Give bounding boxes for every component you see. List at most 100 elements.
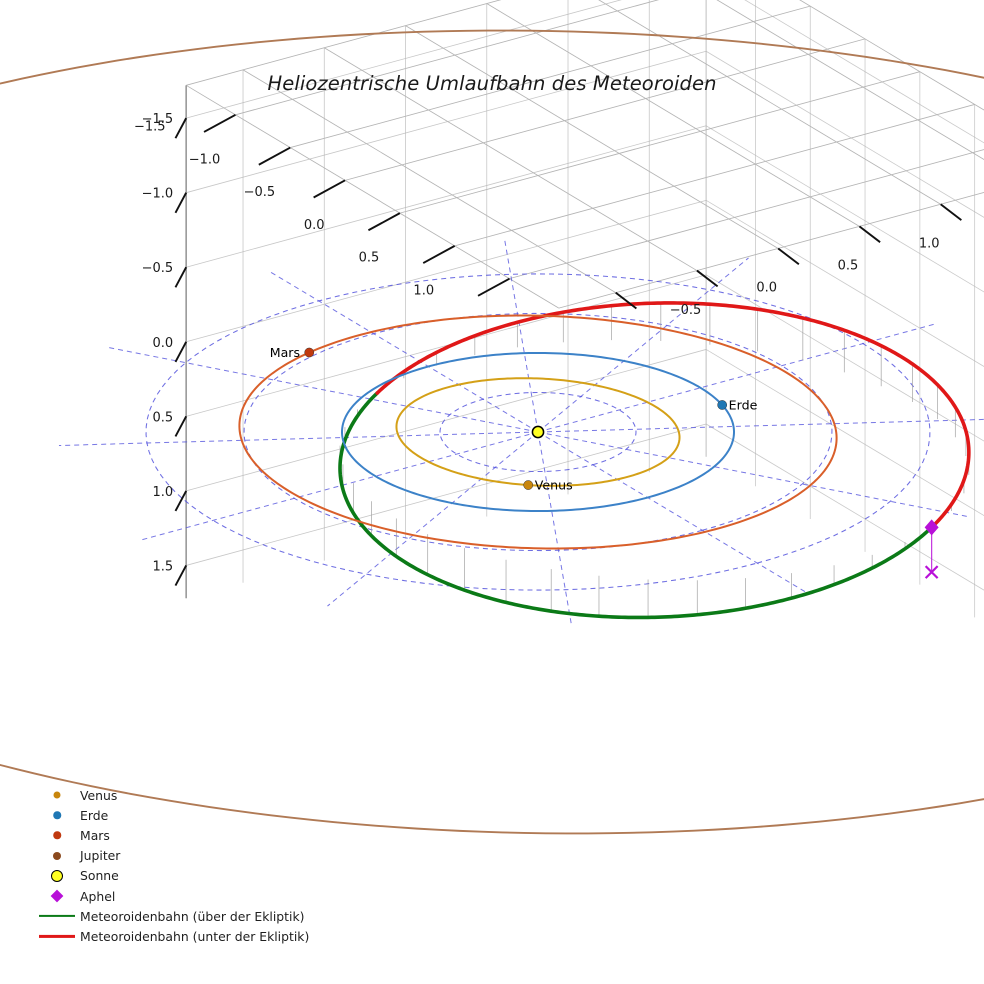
x-tick-label: 1.0: [413, 283, 434, 298]
z-tick-label: 0.5: [152, 410, 173, 425]
polar-spoke: [537, 257, 749, 433]
legend-item[interactable]: Jupiter: [34, 846, 309, 866]
x-tick-label: −0.5: [244, 185, 276, 200]
legend-dot-icon: [51, 869, 63, 882]
legend-label: Meteoroidenbahn (unter der Ekliptik): [80, 928, 310, 944]
z-tick-label: −1.5: [142, 112, 174, 127]
polar-grid: [58, 238, 984, 626]
orbit-curves: [0, 29, 984, 835]
y-tick-label: 0.5: [838, 259, 859, 274]
legend-item[interactable]: Venus: [34, 785, 309, 805]
z-tick: [174, 192, 187, 214]
legend-label: Erde: [80, 807, 109, 823]
planet-label-mars: Mars: [270, 345, 300, 360]
x-tick: [203, 113, 236, 133]
legend-item[interactable]: Sonne: [34, 866, 309, 886]
polar-spoke: [139, 431, 539, 541]
aphel-x-marker[interactable]: [924, 565, 939, 579]
aphel-diamond-marker[interactable]: [924, 519, 939, 536]
polar-spoke: [269, 271, 539, 433]
z-tick-label: −1.0: [142, 187, 174, 202]
grid-line: [705, 423, 984, 591]
grid-line: [454, 104, 975, 247]
legend-dot-icon: [53, 811, 61, 820]
legend-item[interactable]: Mars: [34, 825, 309, 845]
y-tick: [858, 225, 881, 243]
polar-spoke: [58, 431, 539, 447]
z-tick: [174, 117, 187, 139]
legend-swatch: [34, 825, 80, 845]
grid-line: [186, 199, 707, 343]
x-tick-label: 0.5: [359, 251, 380, 266]
grid-line: [509, 149, 984, 280]
legend-line-icon: [39, 935, 75, 938]
legend-swatch: [34, 866, 80, 886]
grid-line: [486, 3, 860, 227]
axis-grid: [185, 0, 984, 618]
grid-line: [186, 0, 622, 119]
grid-line: [186, 274, 707, 417]
grid-line: [235, 0, 660, 116]
y-tick: [615, 291, 637, 310]
grid-line: [344, 38, 866, 181]
body-markers: Venus Erde Mars: [270, 345, 939, 579]
grid-line: [744, 0, 984, 144]
x-tick-label: 0.0: [304, 218, 325, 233]
planet-marker-erde[interactable]: [717, 400, 728, 410]
grid-line: [705, 50, 984, 218]
polar-spoke: [504, 238, 539, 433]
polar-spoke: [537, 418, 984, 433]
grid-line: [405, 25, 779, 249]
y-tick-label: 1.0: [919, 237, 940, 252]
meteoroid-orbit-above: [338, 391, 935, 620]
legend: Venus Erde Mars Jupiter Sonne Aphel Meteoroide…: [34, 785, 309, 947]
z-tick: [174, 341, 187, 363]
x-tick: [477, 277, 510, 297]
legend-diamond-icon: [50, 889, 64, 903]
legend-item[interactable]: Aphel: [34, 886, 309, 906]
planet-marker-venus[interactable]: [523, 480, 534, 490]
grid-line: [324, 47, 698, 271]
grid-line: [705, 349, 984, 517]
x-tick-label: −1.0: [189, 152, 221, 167]
stem-lines: [339, 303, 970, 618]
meteoroid-orbit-below: [375, 301, 971, 528]
planet-label-erde: Erde: [729, 397, 758, 412]
legend-item[interactable]: Erde: [34, 805, 309, 825]
legend-dot-icon: [53, 851, 61, 860]
y-tick: [940, 203, 962, 221]
z-tick-label: 0.0: [152, 336, 173, 351]
polar-spoke: [537, 431, 572, 626]
y-tick: [777, 247, 800, 266]
orbit-venus: [395, 377, 681, 487]
axis-ticks: 1.5 1.0 0.5 0.0 −0.5 −1.0 −1.5−1.5 −1.0 −0.5 0.0 0…: [134, 112, 962, 586]
z-tick-label: 1.5: [152, 559, 173, 574]
planet-marker-mars[interactable]: [304, 347, 315, 358]
planet-label-venus: Venus: [535, 478, 573, 493]
legend-swatch: [34, 886, 80, 906]
grid-line: [705, 199, 984, 367]
polar-spoke: [106, 346, 539, 433]
legend-item[interactable]: Meteoroidenbahn (über der Ekliptik): [34, 906, 309, 926]
legend-item[interactable]: Meteoroidenbahn (unter der Ekliptik): [34, 926, 309, 946]
legend-swatch: [34, 846, 80, 866]
legend-dot-icon: [53, 791, 61, 799]
legend-line-icon: [39, 915, 75, 918]
x-tick: [313, 179, 346, 199]
y-tick: [696, 269, 719, 288]
legend-swatch: [34, 805, 80, 825]
z-tick-label: −0.5: [142, 261, 174, 276]
grid-line: [290, 5, 811, 148]
orbit-mars: [238, 314, 838, 550]
x-tick: [258, 146, 291, 166]
legend-label: Mars: [80, 827, 110, 843]
y-tick-label: 0.0: [756, 281, 777, 296]
page-title: Heliozentrische Umlaufbahn des Meteoroid…: [267, 72, 717, 95]
x-tick: [422, 245, 456, 264]
sun-marker[interactable]: [531, 425, 545, 439]
grid-line: [705, 125, 984, 293]
grid-line: [186, 125, 707, 268]
legend-label: Venus: [80, 787, 118, 803]
